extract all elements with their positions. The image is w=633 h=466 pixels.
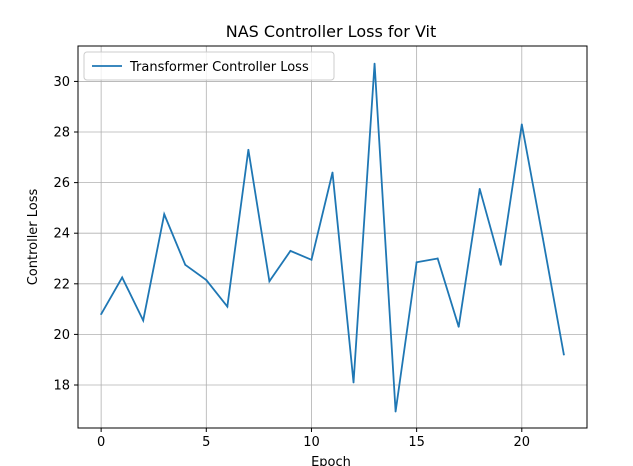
legend-label: Transformer Controller Loss <box>129 60 309 75</box>
x-tick-label: 15 <box>408 435 425 450</box>
legend-box <box>83 51 335 81</box>
y-tick-label: 26 <box>53 176 70 191</box>
x-axis-ticks: 0 5 10 15 20 <box>97 428 530 450</box>
chart-title: NAS Controller Loss for Vit <box>226 22 437 41</box>
plot-frame <box>77 45 588 429</box>
y-axis-label: Controller Loss <box>26 188 41 285</box>
y-tick-label: 22 <box>53 277 70 292</box>
y-tick-label: 30 <box>53 75 70 90</box>
x-tick-label: 20 <box>514 435 531 450</box>
data-point <box>331 171 334 174</box>
series-line <box>100 63 565 412</box>
y-tick-label: 18 <box>53 378 70 393</box>
data-point <box>394 410 397 413</box>
data-point <box>289 250 292 252</box>
data-point <box>121 276 124 279</box>
y-tick-label: 20 <box>53 328 70 343</box>
series-layer <box>100 62 565 413</box>
data-point <box>373 62 376 65</box>
data-point <box>247 148 250 151</box>
data-point <box>541 237 544 240</box>
data-point <box>268 280 271 283</box>
data-point <box>436 257 439 260</box>
x-tick-label: 0 <box>97 435 105 450</box>
data-point <box>352 381 355 384</box>
data-point <box>163 213 166 216</box>
grid <box>78 46 587 428</box>
y-axis-ticks: 18 20 22 24 26 28 30 <box>53 75 78 393</box>
data-point <box>457 325 460 328</box>
legend: Transformer Controller Loss <box>83 51 335 81</box>
y-tick-label: 28 <box>53 126 70 141</box>
data-point <box>142 319 145 322</box>
y-tick-label: 24 <box>53 227 70 242</box>
data-point <box>520 123 523 126</box>
data-point <box>100 313 103 316</box>
data-point <box>478 188 481 190</box>
data-point <box>184 263 187 266</box>
x-tick-label: 5 <box>202 435 210 450</box>
data-point <box>415 261 418 264</box>
data-point <box>205 279 208 281</box>
x-tick-label: 10 <box>303 435 320 450</box>
data-point <box>499 263 502 266</box>
data-point <box>310 258 313 261</box>
data-point <box>226 305 229 308</box>
data-point <box>562 353 565 356</box>
x-axis-label: Epoch <box>311 455 351 466</box>
